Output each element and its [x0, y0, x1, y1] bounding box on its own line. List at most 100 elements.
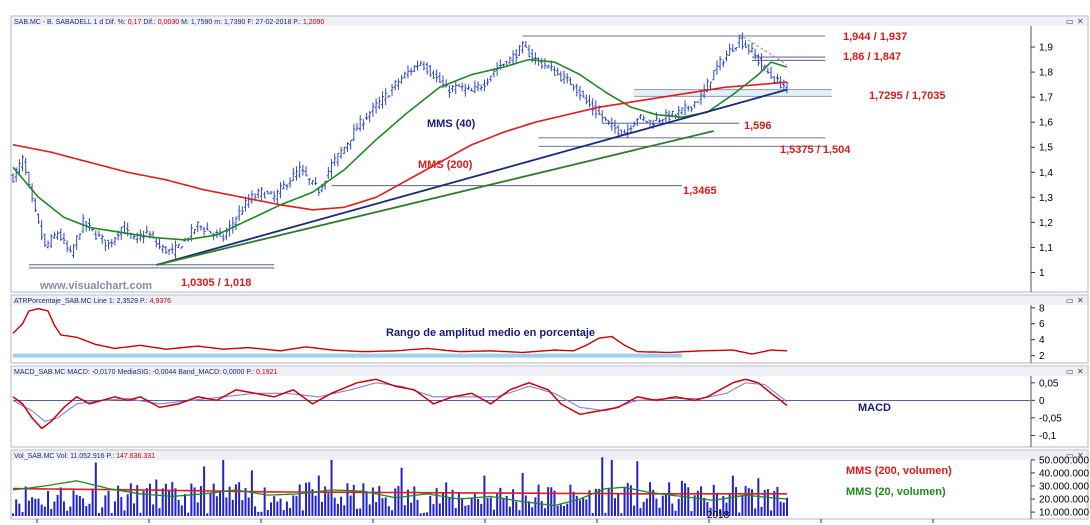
price-ohlc-bar: [43, 233, 47, 248]
price-ohlc-bar: [256, 188, 260, 199]
price-ohlc-bar: [358, 115, 362, 132]
price-minimize-icon[interactable]: ▭: [1066, 17, 1074, 26]
price-ohlc-bar: [279, 182, 283, 199]
price-header-part: F:: [247, 19, 253, 26]
price-ohlc-bar: [661, 118, 665, 124]
price-ohlc-bar: [775, 73, 779, 84]
price-ohlc-bar: [460, 82, 464, 92]
atr-header-part: ATRPorcentaje_SAB.MC: [14, 298, 92, 305]
volume-ytick-label: 30.000.000: [1039, 482, 1089, 493]
price-header-part: M:: [181, 19, 189, 26]
price-ohlc-bar: [635, 117, 639, 127]
price-ohlc-bar: [396, 78, 400, 90]
price-ytick-label: 1,1: [1039, 243, 1053, 254]
price-ohlc-bar: [384, 88, 388, 106]
price-ohlc-bar: [97, 230, 101, 237]
price-ohlc-bar: [145, 225, 149, 234]
price-ohlc-bar: [49, 234, 53, 249]
price-header-bar: [12, 17, 1087, 26]
macd-ytick-label: -0,1: [1039, 431, 1057, 442]
macd-header-part: MACD:: [67, 369, 90, 376]
price-ohlc-bar: [693, 101, 697, 109]
price-ohlc-bar: [731, 43, 735, 53]
volume-minimize-icon[interactable]: ▭: [1066, 451, 1074, 460]
price-ohlc-bar: [263, 191, 267, 199]
price-header-part: 0,17: [128, 19, 142, 26]
price-ohlc-bar: [403, 71, 407, 79]
price-header-part: 1,7390: [224, 19, 246, 26]
price-ohlc-bar: [521, 41, 525, 54]
price-ohlc-bar: [193, 229, 197, 235]
price-ohlc-bar: [654, 112, 658, 122]
price-ohlc-bar: [272, 191, 276, 203]
volume-close-icon[interactable]: ✕: [1077, 451, 1084, 460]
price-ohlc-bar: [610, 117, 614, 131]
price-ohlc-bar: [387, 94, 391, 98]
price-ohlc-bar: [721, 59, 725, 68]
macd-header-part: Band_MACD:: [178, 369, 221, 376]
price-ohlc-bar: [546, 64, 550, 69]
price-ohlc-bar: [565, 73, 569, 84]
price-ohlc-bar: [559, 71, 563, 82]
price-ohlc-bar: [425, 62, 429, 75]
price-ohlc-bar: [737, 35, 741, 49]
atr-close-icon[interactable]: ✕: [1077, 296, 1084, 305]
support-navy-trendline: [156, 88, 788, 266]
price-ohlc-bar: [552, 66, 556, 76]
volume-mms20-line: [12, 480, 788, 507]
price-header-part: Dif. %:: [105, 19, 126, 26]
price-ohlc-bar: [326, 166, 330, 179]
price-ohlc-bar: [482, 79, 486, 92]
price-ohlc-bar: [377, 96, 381, 110]
macd-header-part: -0,0170: [92, 369, 116, 376]
atr-panel-frame: [10, 294, 1089, 364]
price-header-part: m:: [214, 19, 222, 26]
atr-ytick-label: 2: [1039, 351, 1045, 362]
price-ohlc-bar: [167, 249, 171, 256]
price-ohlc-bar: [648, 119, 652, 127]
price-ohlc-bar: [406, 65, 410, 79]
macd-header-part: P.:: [246, 369, 254, 376]
price-ohlc-bar: [119, 226, 123, 240]
price-close-icon[interactable]: ✕: [1077, 17, 1084, 26]
macd-ytick-label: 0: [1039, 396, 1045, 407]
price-ohlc-bar: [275, 189, 279, 204]
price-ohlc-bar: [734, 47, 738, 52]
volume-ytick-label: 10.000.000: [1039, 508, 1089, 519]
macd-close-icon[interactable]: ✕: [1077, 367, 1084, 376]
price-ohlc-bar: [282, 180, 286, 190]
price-ytick-label: 1,8: [1039, 68, 1053, 79]
atr-minimize-icon[interactable]: ▭: [1066, 296, 1074, 305]
price-ohlc-bar: [180, 246, 184, 249]
price-ohlc-bar: [502, 63, 506, 67]
price-level-label: 1,596: [744, 120, 772, 132]
price-ohlc-bar: [476, 81, 480, 92]
price-ohlc-bar: [46, 240, 50, 249]
volume-ytick-label: 40.000.000: [1039, 468, 1089, 479]
price-ohlc-bar: [760, 53, 764, 72]
price-ohlc-bar: [215, 229, 219, 238]
x-axis-year-label: 2018: [707, 510, 730, 521]
price-ohlc-bar: [380, 91, 384, 109]
price-ohlc-bar: [259, 187, 263, 202]
price-ytick-label: 1: [1039, 268, 1045, 279]
price-ohlc-bar: [330, 159, 334, 178]
price-ohlc-bar: [103, 239, 107, 252]
price-ohlc-bar: [202, 227, 206, 236]
price-ohlc-bar: [556, 67, 560, 76]
price-level-label: 1,86 / 1,847: [843, 51, 901, 63]
price-ohlc-bar: [466, 84, 470, 91]
price-ohlc-bar: [304, 166, 308, 177]
atr-header-part: 2,3529: [117, 298, 139, 305]
macd-line: [12, 378, 788, 430]
price-ohlc-bar: [56, 230, 60, 240]
price-level-label: 1,7295 / 1,7035: [869, 90, 945, 102]
macd-minimize-icon[interactable]: ▭: [1066, 367, 1074, 376]
macd-ytick-label: 0,05: [1039, 378, 1059, 389]
price-ohlc-bar: [632, 121, 636, 128]
atr-panel: ATRPorcentaje_SAB.MC Line 1: 2,3529 P.: …: [10, 294, 1089, 364]
price-header-part: 0,0030: [158, 19, 180, 26]
price-ohlc-bar: [658, 118, 662, 124]
price-ohlc-bar: [87, 218, 91, 231]
